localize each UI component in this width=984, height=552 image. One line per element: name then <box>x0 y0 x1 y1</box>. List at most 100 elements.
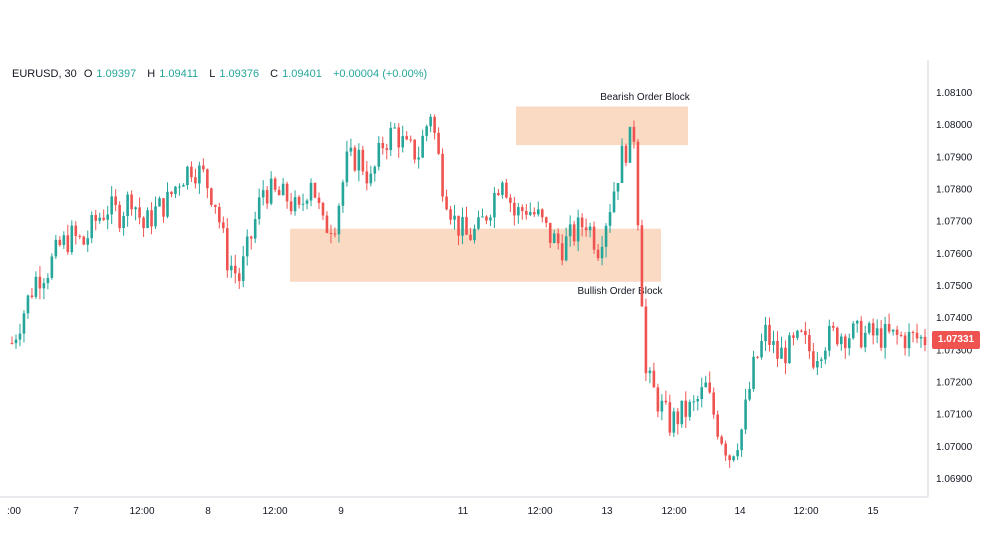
candle-body <box>899 334 903 336</box>
y-tick-label: 1.07900 <box>936 152 973 163</box>
candle-body <box>556 233 560 244</box>
candle-body <box>186 166 189 186</box>
candle-body <box>233 265 237 274</box>
candle-body <box>465 217 468 235</box>
candle-body <box>158 198 161 207</box>
candle-body <box>130 194 133 210</box>
candle-body <box>748 388 751 400</box>
candle-body <box>724 443 727 456</box>
candle-body <box>297 197 301 205</box>
candle-body <box>206 169 209 189</box>
ohlc-open: O 1.09397 <box>83 68 137 80</box>
top-band <box>0 0 984 52</box>
candle-body <box>10 342 14 344</box>
candle-body <box>832 325 835 328</box>
candle-series <box>10 114 927 468</box>
candle-body <box>405 136 409 140</box>
candle-body <box>540 209 544 218</box>
candle-body <box>433 116 436 133</box>
candle-body <box>305 200 309 204</box>
candle-body <box>505 182 508 198</box>
current-price-tag: 1.07331 <box>932 331 980 349</box>
candle-body <box>517 207 520 216</box>
candle-body <box>808 335 811 352</box>
y-tick-label: 1.07800 <box>936 185 973 196</box>
candle-body <box>301 203 305 205</box>
candle-body <box>784 347 787 364</box>
candle-body <box>58 239 62 246</box>
candle-body <box>800 330 803 332</box>
candle-body <box>182 185 185 187</box>
candle-body <box>373 166 377 174</box>
candle-body <box>245 236 249 257</box>
candle-body <box>14 339 18 344</box>
candle-body <box>38 276 42 289</box>
candle-body <box>198 165 201 184</box>
candle-body <box>640 225 644 307</box>
candle-body <box>560 243 564 261</box>
candle-body <box>82 236 86 245</box>
candle-body <box>425 126 428 136</box>
candle-body <box>325 215 329 233</box>
candle-body <box>628 126 632 163</box>
candle-body <box>70 225 74 253</box>
candle-body <box>437 132 440 154</box>
candle-body <box>241 256 245 282</box>
candle-body <box>812 351 815 368</box>
x-tick-label: 11 <box>458 506 469 517</box>
candle-body <box>656 387 660 412</box>
candle-body <box>429 116 432 127</box>
candle-body <box>576 217 580 242</box>
candle-body <box>688 401 692 417</box>
candle-body <box>536 209 540 215</box>
candle-body <box>612 191 616 213</box>
candle-body <box>469 234 472 241</box>
candle-body <box>257 197 261 220</box>
candle-body <box>835 327 839 345</box>
candle-body <box>62 235 66 246</box>
candle-body <box>102 217 105 220</box>
candle-body <box>636 141 640 226</box>
candle-body <box>86 238 90 245</box>
candle-body <box>397 127 401 148</box>
candle-body <box>114 196 117 205</box>
candle-body <box>692 401 696 403</box>
candle-body <box>588 226 592 231</box>
candle-body <box>919 336 923 339</box>
candle-body <box>824 350 827 360</box>
candle-body <box>473 228 476 241</box>
candle-body <box>365 171 369 184</box>
x-tick-label: 12:00 <box>129 506 154 517</box>
order-block-label: Bullish Order Block <box>577 286 663 297</box>
candle-body <box>30 295 34 297</box>
candle-body <box>385 148 389 151</box>
candle-body <box>409 139 412 141</box>
x-tick-label: 12:00 <box>661 506 686 517</box>
candle-body <box>509 197 512 203</box>
candle-body <box>660 400 664 412</box>
candle-body <box>413 139 416 160</box>
candle-body <box>333 233 337 235</box>
candle-body <box>740 429 743 451</box>
candle-body <box>548 222 552 244</box>
x-tick-label: 7 <box>73 506 79 517</box>
candle-body <box>843 336 847 349</box>
candle-body <box>796 330 799 338</box>
candle-body <box>883 323 887 348</box>
candle-body <box>497 192 500 196</box>
candle-body <box>321 202 325 216</box>
candle-body <box>863 332 867 348</box>
candle-body <box>712 392 715 415</box>
candle-body <box>544 217 548 223</box>
x-tick-label: 15 <box>867 506 879 517</box>
ohlc-close: C 1.09401 <box>270 68 322 80</box>
candle-body <box>911 331 915 333</box>
candle-body <box>608 212 612 226</box>
candle-body <box>118 204 121 229</box>
candle-body <box>377 142 381 167</box>
candle-body <box>22 313 26 334</box>
candle-body <box>859 320 863 348</box>
candle-body <box>493 192 496 218</box>
